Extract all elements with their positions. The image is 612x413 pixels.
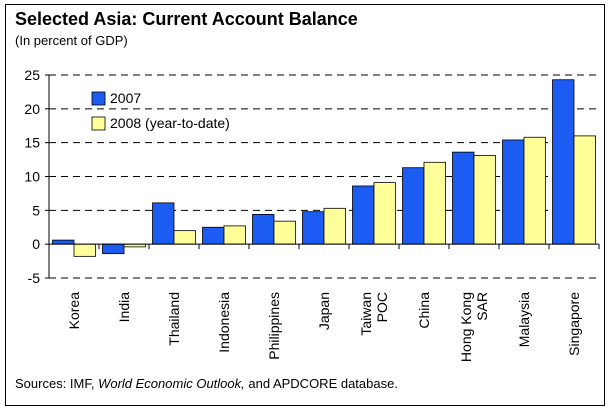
bar-2008-year-to-date [73, 243, 96, 257]
x-category-label: India [116, 292, 132, 323]
bar-2008-year-to-date [423, 161, 446, 245]
legend-label: 2008 (year-to-date) [110, 115, 230, 131]
y-tick-label: 20 [24, 101, 40, 117]
legend-swatch [91, 116, 106, 131]
bar-2008-year-to-date [373, 182, 396, 245]
y-tick-label: 0 [32, 236, 40, 252]
bar-2008-year-to-date [223, 225, 246, 245]
chart-frame: Selected Asia: Current Account Balance (… [5, 4, 605, 406]
bar-2008-year-to-date [473, 155, 496, 245]
x-category-label: Singapore [566, 292, 582, 356]
sources-publication: World Economic Outlook, [98, 376, 245, 391]
y-tick-label: 15 [24, 135, 40, 151]
bar-2008-year-to-date [323, 207, 346, 245]
x-category-label: Korea [66, 292, 82, 330]
y-tick-label: 25 [24, 67, 40, 83]
bar-2007 [402, 167, 425, 245]
x-category-label: Malaysia [516, 292, 532, 347]
bar-2007 [102, 243, 125, 255]
bar-2007 [152, 202, 175, 245]
bar-2007 [352, 185, 375, 245]
bar-2007 [452, 151, 475, 245]
legend-swatch [91, 91, 106, 106]
x-category-label: China [416, 292, 432, 329]
legend-label: 2007 [110, 90, 141, 106]
x-category-label: Taiwan [358, 292, 374, 336]
x-category-label: Indonesia [216, 292, 232, 353]
y-tick-label: -5 [28, 270, 41, 286]
y-tick-label: 5 [32, 202, 40, 218]
sources-note: Sources: IMF, World Economic Outlook, an… [15, 376, 398, 391]
x-category-label: SAR [474, 292, 490, 321]
bar-2007 [252, 213, 275, 245]
bar-2007 [552, 79, 575, 245]
bar-2007 [202, 226, 225, 245]
x-category-label: Hong Kong [458, 292, 474, 362]
sources-prefix: Sources: IMF, [15, 376, 99, 391]
bar-2008-year-to-date [573, 135, 596, 245]
chart-subtitle: (In percent of GDP) [15, 33, 128, 48]
bar-2007 [502, 139, 525, 245]
bar-2008-year-to-date [173, 230, 196, 245]
bar-2007 [52, 239, 75, 245]
bar-2008-year-to-date [523, 136, 546, 245]
x-category-label: POC [374, 292, 390, 322]
x-category-label: Philippines [266, 292, 282, 360]
chart-title: Selected Asia: Current Account Balance [15, 9, 358, 29]
y-tick-label: 10 [24, 169, 40, 185]
bar-chart: -5 0 5 10 15 20 25 Korea India Thailand Indonesia P… [24, 67, 600, 362]
sources-suffix: and APDCORE database. [244, 376, 398, 391]
bar-2008-year-to-date [273, 220, 296, 245]
bar-2007 [302, 211, 325, 245]
x-category-label: Thailand [166, 292, 182, 346]
x-category-label: Japan [316, 292, 332, 330]
